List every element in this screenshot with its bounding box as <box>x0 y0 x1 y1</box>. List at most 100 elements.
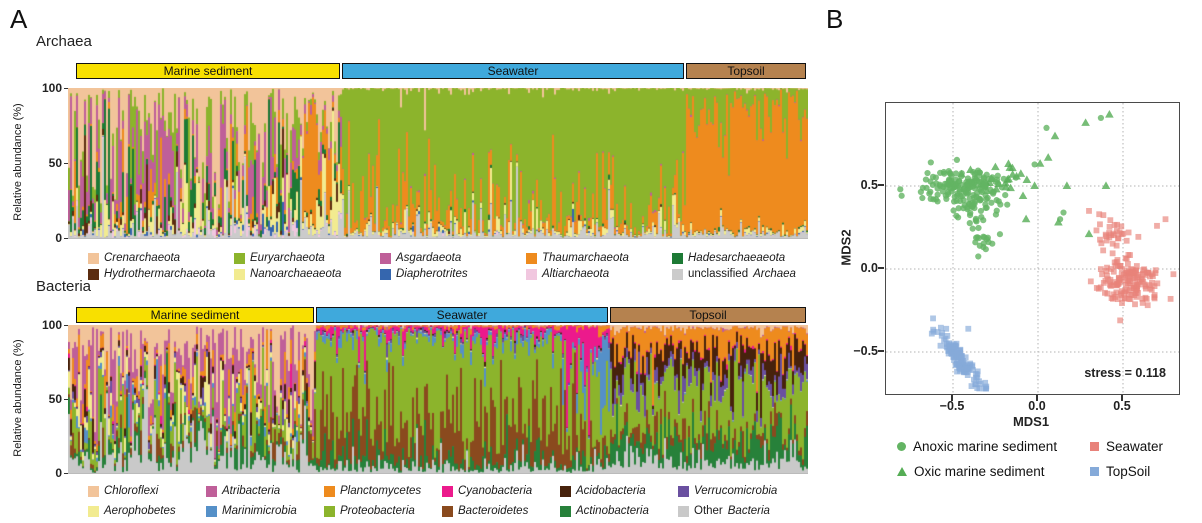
data-point <box>1097 266 1104 273</box>
data-point <box>926 190 933 197</box>
data-point <box>1140 278 1147 285</box>
data-point <box>975 253 982 260</box>
data-point <box>950 207 957 214</box>
data-point <box>954 192 961 199</box>
legend-swatch <box>234 252 245 264</box>
data-point <box>1118 223 1125 230</box>
legend-swatch <box>526 252 537 264</box>
data-point <box>948 350 954 357</box>
data-point <box>985 238 992 246</box>
data-point <box>1128 291 1135 298</box>
data-point <box>917 188 924 196</box>
data-point <box>1005 163 1015 171</box>
data-point <box>993 176 1001 183</box>
data-point <box>1012 174 1019 181</box>
data-point <box>1104 264 1110 271</box>
data-point <box>976 197 984 204</box>
legend-label: Bacteria <box>727 505 770 517</box>
data-point <box>937 169 944 177</box>
legend-swatch <box>380 252 391 264</box>
legend-label: Aerophobetes <box>104 505 176 517</box>
data-point <box>1133 293 1140 300</box>
legend-swatch <box>88 268 99 280</box>
data-point <box>1133 263 1140 269</box>
legend-label: Chloroflexi <box>104 485 159 497</box>
data-point <box>1133 274 1140 281</box>
data-point <box>971 200 978 207</box>
mds-legend-item-topsoil: TopSoil <box>1090 459 1163 484</box>
panel-b-label: B <box>826 4 844 34</box>
data-point <box>1105 276 1111 283</box>
data-point <box>1106 224 1113 230</box>
data-point <box>939 188 946 195</box>
data-point <box>964 175 972 182</box>
group-header-seawater: Seawater <box>316 307 608 323</box>
data-point <box>1100 247 1107 254</box>
y-tick-label: 50 <box>48 392 62 406</box>
data-point <box>1154 222 1160 229</box>
legend-item-acidobacteria: Acidobacteria <box>560 481 678 501</box>
data-point <box>988 199 995 206</box>
data-point <box>1104 290 1111 297</box>
data-point <box>980 233 987 240</box>
data-point <box>1110 291 1117 298</box>
data-point <box>969 225 976 232</box>
legend-item-actinobacteria: Actinobacteria <box>560 501 678 521</box>
data-point <box>1151 292 1158 298</box>
data-point <box>1130 283 1137 289</box>
legend-label: Proteobacteria <box>340 505 415 517</box>
data-point <box>983 385 990 392</box>
data-point <box>1113 289 1120 296</box>
data-point <box>1135 290 1141 296</box>
mds-plot-area: stress = 0.118 <box>885 102 1180 395</box>
legend-item-euryarchaeota: Euryarchaeota <box>234 250 380 266</box>
data-point <box>1097 221 1103 228</box>
data-point <box>1147 273 1153 280</box>
data-point <box>971 171 978 178</box>
data-point <box>1149 279 1155 286</box>
mds-y-tick-label: 0.5 <box>860 178 878 192</box>
data-point <box>966 212 974 219</box>
data-point <box>923 184 930 192</box>
group-header-marine-sediment: Marine sediment <box>76 63 340 79</box>
bacteria-y-axis-label: Relative abundance (%) <box>12 339 24 457</box>
data-point <box>1093 227 1100 234</box>
legend-item-marinimicrobia: Marinimicrobia <box>206 501 324 521</box>
data-point <box>934 329 941 335</box>
data-point <box>1116 279 1123 286</box>
data-point <box>1016 169 1026 177</box>
data-point <box>943 195 950 203</box>
mds-legend-label: Anoxic marine sediment <box>913 439 1058 454</box>
data-point <box>1141 281 1148 288</box>
data-point <box>1087 278 1094 285</box>
data-point <box>974 385 981 391</box>
data-point <box>1115 235 1121 242</box>
data-point <box>1147 285 1154 292</box>
data-point <box>1152 270 1159 276</box>
data-point <box>973 218 980 225</box>
data-point <box>956 361 963 367</box>
mds-legend-item-anoxic-marine-sediment: Anoxic marine sediment <box>897 434 1090 459</box>
data-point <box>1099 271 1105 278</box>
data-point <box>958 170 965 177</box>
legend-swatch <box>678 505 689 517</box>
legend-label: Thaumarchaeota <box>542 252 629 264</box>
data-point <box>1004 159 1013 168</box>
data-point <box>1109 240 1116 247</box>
legend-swatch <box>88 252 99 264</box>
legend-item-hadesarchaeaeota: Hadesarchaeaeota <box>672 250 818 266</box>
legend-swatch <box>88 505 99 517</box>
data-point <box>975 178 983 185</box>
data-point <box>1031 161 1038 168</box>
data-point <box>946 340 953 347</box>
data-point <box>950 353 957 360</box>
data-point <box>1118 231 1125 238</box>
data-point <box>1002 192 1009 199</box>
data-point <box>1141 272 1148 278</box>
data-point <box>952 170 960 177</box>
data-point <box>1107 282 1114 289</box>
data-point <box>974 374 981 381</box>
data-point <box>968 180 975 187</box>
legend-label: Atribacteria <box>222 485 281 497</box>
data-point <box>982 246 989 253</box>
